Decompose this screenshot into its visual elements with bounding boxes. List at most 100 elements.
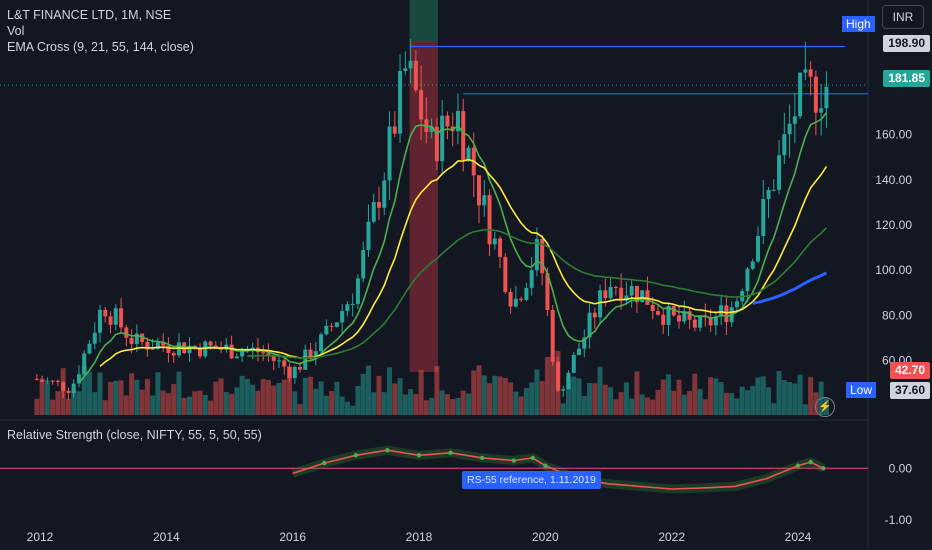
volume-bar (592, 383, 598, 415)
volume-bar (365, 365, 371, 415)
lightning-icon[interactable]: ⚡ (815, 397, 835, 417)
volume-bar (313, 388, 319, 415)
volume-bar (797, 374, 803, 415)
time-tick-label: 2018 (406, 530, 433, 544)
candle-body (692, 319, 697, 328)
volume-bar (192, 391, 198, 415)
candle-body (124, 327, 129, 338)
candle-body (787, 123, 792, 135)
candle-body (592, 312, 597, 318)
volume-bar (560, 403, 566, 415)
candle-body (455, 111, 460, 132)
rs-point (795, 463, 801, 468)
volume-bar (702, 399, 708, 415)
candle-body (671, 306, 676, 316)
volume-bar (587, 382, 593, 415)
highlight-zone (409, 42, 438, 372)
volume-bar (581, 396, 587, 415)
candle-body (534, 238, 539, 271)
candle-body (698, 315, 703, 328)
volume-bar (329, 391, 335, 415)
volume-bar (502, 378, 508, 415)
candle-body (92, 332, 97, 344)
candle-body (134, 333, 139, 344)
volume-bar (718, 382, 724, 415)
candle-body (771, 189, 776, 191)
volume-bar (129, 373, 135, 415)
volume-bar (476, 365, 482, 415)
currency-selector[interactable]: INR (882, 5, 924, 29)
volume-bar (387, 367, 393, 415)
volume-bar (402, 394, 408, 415)
volume-bar (150, 395, 156, 415)
candle-body (103, 309, 108, 317)
candle-body (398, 70, 403, 134)
candle-body (308, 349, 313, 360)
volume-bar (508, 382, 514, 415)
volume-bar (671, 390, 677, 415)
candle-body (682, 311, 687, 322)
volume-bar (808, 377, 814, 415)
candle-body (482, 195, 487, 206)
ema-144-line (752, 271, 828, 305)
volume-bar (513, 391, 519, 415)
candle-body (319, 334, 324, 352)
candle-body (571, 354, 576, 373)
volume-bar (655, 389, 661, 415)
volume-bar (418, 370, 424, 415)
candle-body (371, 202, 376, 222)
volume-bar (550, 356, 556, 415)
candle-body (792, 116, 797, 124)
time-tick-label: 2020 (532, 530, 559, 544)
price-tick-label: 100.00 (875, 263, 912, 277)
candle-body (313, 351, 318, 360)
volume-bar (413, 393, 419, 415)
candle-body (824, 86, 829, 109)
candle-body (76, 374, 81, 384)
price-tick-label: 80.00 (882, 308, 912, 322)
volume-bar (308, 376, 314, 415)
candle-body (171, 352, 176, 356)
candle-body (276, 360, 281, 362)
candle-body (503, 256, 508, 292)
volume-bar (629, 398, 635, 415)
volume-bar (534, 369, 540, 415)
volume-bar (144, 378, 150, 415)
candle-body (598, 290, 603, 318)
volume-bar (60, 368, 66, 415)
candle-body (487, 195, 492, 245)
volume-bar (360, 373, 366, 415)
volume-bar (165, 393, 171, 415)
candle-body (113, 308, 118, 325)
candle-body (634, 285, 639, 303)
rs-point (808, 459, 813, 465)
volume-bar (734, 398, 740, 415)
candle-body (119, 308, 124, 328)
volume-bar (134, 379, 140, 415)
volume-bar (86, 371, 92, 415)
candle-body (803, 69, 808, 73)
rs-point (821, 466, 826, 471)
candle-body (366, 221, 371, 250)
volume-bar (565, 377, 571, 415)
candle-body (324, 325, 329, 335)
volume-bar (660, 379, 666, 415)
rs-legend: Relative Strength (close, NIFTY, 55, 5, … (7, 428, 262, 442)
volume-bar (171, 384, 177, 415)
volume-bar (292, 391, 298, 415)
candle-body (292, 366, 297, 378)
volume-bar (729, 393, 735, 415)
rs-point (511, 458, 516, 463)
rs-point (479, 455, 485, 461)
candle-body (755, 235, 760, 262)
volume-bar (371, 392, 377, 415)
volume-bar (334, 381, 340, 415)
candle-body (271, 355, 276, 361)
volume-bar (697, 388, 703, 415)
candle-body (340, 311, 345, 323)
candle-body (650, 304, 655, 312)
candle-body (782, 134, 787, 156)
volume-bar (118, 380, 124, 415)
candle-body (761, 199, 766, 236)
